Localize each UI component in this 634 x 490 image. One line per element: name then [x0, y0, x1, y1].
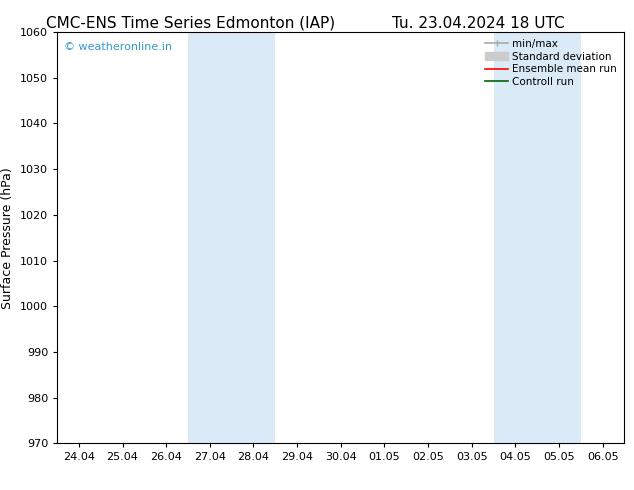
Text: CMC-ENS Time Series Edmonton (IAP): CMC-ENS Time Series Edmonton (IAP) — [46, 16, 335, 31]
Bar — [188, 32, 275, 443]
Bar — [493, 32, 581, 443]
Text: Tu. 23.04.2024 18 UTC: Tu. 23.04.2024 18 UTC — [392, 16, 565, 31]
Text: © weatheronline.in: © weatheronline.in — [64, 42, 172, 52]
Legend: min/max, Standard deviation, Ensemble mean run, Controll run: min/max, Standard deviation, Ensemble me… — [483, 37, 619, 89]
Y-axis label: Surface Pressure (hPa): Surface Pressure (hPa) — [1, 167, 15, 309]
